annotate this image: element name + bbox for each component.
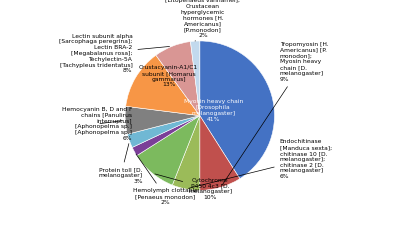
Wedge shape [200,116,240,190]
Text: Endochitinase
[Manduca sexta];
chitinase 10 [D.
melanogaster];
chitinase 2 [D.
m: Endochitinase [Manduca sexta]; chitinase… [188,139,332,188]
Wedge shape [200,41,274,179]
Text: Hemocyanin B, D and F
chains [Panulirus
interruptus]
[Aphonopelma sp.]
[Aphonope: Hemocyanin B, D and F chains [Panulirus … [62,107,132,141]
Text: Protein toll [D.
melanogaster]
3%: Protein toll [D. melanogaster] 3% [99,144,143,184]
Wedge shape [137,116,200,185]
Text: Molt-inhibiting
hormone-like
[Litopenaeus vannamei];
Crustacean
hyperglycemic
ho: Molt-inhibiting hormone-like [Litopenaeu… [166,0,240,41]
Text: Myosin heavy chain
[Drosophila
melanogaster]
41%: Myosin heavy chain [Drosophila melanogas… [184,99,243,122]
Wedge shape [125,106,200,134]
Wedge shape [128,116,200,147]
Text: Hemolymph clottable
[Penaeus monodon]
2%: Hemolymph clottable [Penaeus monodon] 2% [133,154,198,205]
Text: Crustacyanin-A1/C1
subunit [Homarus
gammarus]
13%: Crustacyanin-A1/C1 subunit [Homarus gamm… [139,65,198,87]
Wedge shape [190,41,200,116]
Wedge shape [132,116,200,156]
Text: Lectin subunit alpha
[Sarcophaga peregrina];
Lectin BRA-2
[Megabalanus rosa];
Te: Lectin subunit alpha [Sarcophaga peregri… [59,33,170,73]
Wedge shape [156,41,200,116]
Text: Cytochrome
P450 4c3 [D.
melanogaster]
10%: Cytochrome P450 4c3 [D. melanogaster] 10… [155,174,232,200]
Text: Tropomyosin [H.
Americanus] [P.
monodon];
Myosin heavy
chain [D.
melanogaster]
9: Tropomyosin [H. Americanus] [P. monodon]… [222,42,328,185]
Wedge shape [126,55,200,116]
Wedge shape [172,116,200,190]
